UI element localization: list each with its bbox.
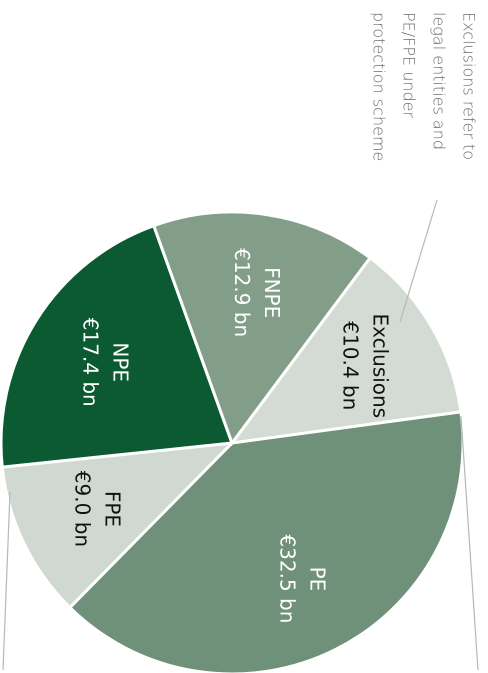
annotation-line: legal entities and [430,12,449,150]
leader-line [460,415,479,671]
category-label: Exclusions [368,313,392,418]
slice-label: Exclusions€10.4 bn [338,313,392,418]
leader-line [2,491,11,671]
pie-slice [0,441,237,610]
annotation-line: protection scheme [370,12,389,161]
pie-slice [67,410,465,673]
category-label: PE [306,567,330,592]
pie-slice [151,210,373,447]
category-label: FPE [101,491,125,527]
leader-line [399,199,438,323]
value-label: €32.5 bn [276,534,300,623]
slice-label: FPE€9.0 bn [71,471,125,547]
pie-slice [228,255,463,445]
value-label: €17.4 bn [79,318,103,407]
value-label: €10.4 bn [338,321,362,410]
value-label: €12.9 bn [230,248,254,337]
annotation-line: Exclusions refer to [460,12,479,160]
value-label: €9.0 bn [71,471,95,547]
slice-label: PE€32.5 bn [276,534,330,623]
pie [0,210,465,673]
slice-label: FNPE€12.9 bn [230,248,284,337]
annotation: Exclusions refer to legal entities and PE/… [370,12,479,161]
annotation-line: PE/FPE under [400,12,419,118]
slice-labels: Exclusions€10.4 bn PE€32.5 bn FPE€9.0 bn NP… [71,248,393,623]
slice-label: NPE€17.4 bn [79,318,133,407]
category-label: FNPE [260,267,284,318]
category-label: NPE [109,342,133,382]
